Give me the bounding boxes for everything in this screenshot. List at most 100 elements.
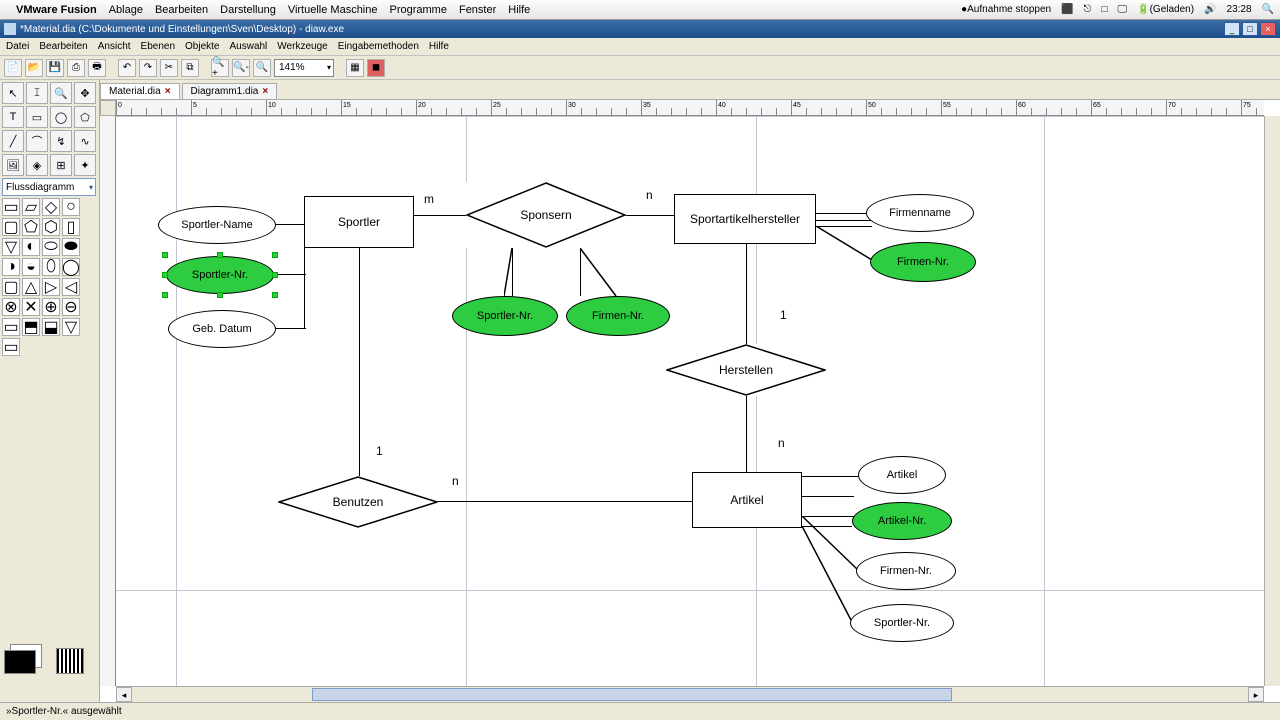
attribute-firmen_nr[interactable]: Firmen-Nr. bbox=[870, 242, 976, 282]
app-menu-item[interactable]: Eingabemethoden bbox=[338, 41, 419, 52]
shape-btn[interactable]: ⬬ bbox=[62, 238, 80, 256]
color-swatch[interactable] bbox=[4, 650, 36, 674]
zoom-tool[interactable]: 🔍 bbox=[50, 82, 72, 104]
scroll-right-button[interactable]: ▸ bbox=[1248, 687, 1264, 702]
shape-btn[interactable]: ◯ bbox=[62, 258, 80, 276]
attribute-rel_firmen_nr[interactable]: Firmen-Nr. bbox=[566, 296, 670, 336]
shape-btn[interactable]: ⬭ bbox=[42, 238, 60, 256]
pointer-tool[interactable]: ↖ bbox=[2, 82, 24, 104]
shape-btn[interactable]: ◁ bbox=[62, 278, 80, 296]
shape-btn[interactable]: ▷ bbox=[42, 278, 60, 296]
shape-btn[interactable]: ▢ bbox=[2, 218, 20, 236]
shape-btn[interactable]: ⬡ bbox=[42, 218, 60, 236]
ellipse-tool[interactable]: ◯ bbox=[50, 106, 72, 128]
attribute-art_artikel[interactable]: Artikel bbox=[858, 456, 946, 494]
menubar-icon[interactable]: ⬛ bbox=[1061, 4, 1073, 15]
menubar-icon[interactable]: ⎋ bbox=[1084, 4, 1092, 15]
tab-diagramm1[interactable]: Diagramm1.dia× bbox=[182, 83, 278, 99]
scroll-thumb[interactable] bbox=[312, 688, 952, 701]
shape-btn[interactable]: ▽ bbox=[2, 238, 20, 256]
tab-material[interactable]: Material.dia× bbox=[100, 83, 180, 99]
zigzag-tool[interactable]: ↯ bbox=[50, 130, 72, 152]
copy-button[interactable]: ⧉ bbox=[181, 59, 199, 77]
shape-btn[interactable]: ◇ bbox=[42, 198, 60, 216]
shape-btn[interactable]: ▯ bbox=[62, 218, 80, 236]
textbox-tool[interactable]: T bbox=[2, 106, 24, 128]
shape-btn[interactable]: ⬯ bbox=[42, 258, 60, 276]
attribute-rel_sportler_nr[interactable]: Sportler-Nr. bbox=[452, 296, 558, 336]
attribute-art_firmen[interactable]: Firmen-Nr. bbox=[856, 552, 956, 590]
app-menu-item[interactable]: Ansicht bbox=[98, 41, 131, 52]
zoomin-button[interactable]: 🔍+ bbox=[211, 59, 229, 77]
mac-menu-item[interactable]: Bearbeiten bbox=[155, 4, 208, 16]
shape-btn[interactable]: ▽ bbox=[62, 318, 80, 336]
shape-btn[interactable]: ⊗ bbox=[2, 298, 20, 316]
image-tool[interactable]: 🖼 bbox=[2, 154, 24, 176]
zoomout-button[interactable]: 🔍- bbox=[232, 59, 250, 77]
shape-btn[interactable]: ◐ bbox=[22, 238, 40, 256]
pan-tool[interactable]: ✥ bbox=[74, 82, 96, 104]
shape-btn[interactable]: ⊖ bbox=[62, 298, 80, 316]
menubar-icon[interactable]: □ bbox=[1101, 4, 1107, 15]
shape-btn[interactable]: ▭ bbox=[2, 338, 20, 356]
record-status[interactable]: ● Aufnahme stoppen bbox=[961, 4, 1051, 15]
mac-menu-item[interactable]: Virtuelle Maschine bbox=[288, 4, 378, 16]
arc-tool[interactable]: ⌒ bbox=[26, 130, 48, 152]
volume-icon[interactable]: 🔊 bbox=[1204, 4, 1216, 15]
vertical-scrollbar[interactable] bbox=[1264, 116, 1280, 686]
close-button[interactable]: × bbox=[1260, 22, 1276, 36]
shapeset-combo[interactable]: Flussdiagramm bbox=[2, 178, 96, 196]
pattern-swatch[interactable] bbox=[56, 648, 84, 674]
shape-btn[interactable]: ▭ bbox=[2, 198, 20, 216]
connection-tool[interactable]: ⊞ bbox=[50, 154, 72, 176]
shape-btn[interactable]: ◑ bbox=[2, 258, 20, 276]
shape-btn[interactable]: △ bbox=[22, 278, 40, 296]
attribute-geb_datum[interactable]: Geb. Datum bbox=[168, 310, 276, 348]
shape-btn[interactable]: ⬓ bbox=[42, 318, 60, 336]
menubar-icon[interactable]: 🖵 bbox=[1118, 4, 1128, 15]
battery-status[interactable]: 🔋 (Geladen) bbox=[1137, 4, 1194, 15]
shape-btn[interactable]: ✕ bbox=[22, 298, 40, 316]
clock[interactable]: 23:28 bbox=[1227, 4, 1252, 15]
close-icon[interactable]: × bbox=[262, 86, 268, 97]
snap-button[interactable]: ◼ bbox=[367, 59, 385, 77]
shape-btn[interactable]: ◒ bbox=[22, 258, 40, 276]
shape-btn[interactable]: ⊕ bbox=[42, 298, 60, 316]
mac-menu-item[interactable]: Ablage bbox=[109, 4, 143, 16]
attribute-art_nr[interactable]: Artikel-Nr. bbox=[852, 502, 952, 540]
cut-button[interactable]: ✂ bbox=[160, 59, 178, 77]
mac-menu-item[interactable]: Hilfe bbox=[508, 4, 530, 16]
saveas-button[interactable]: ⎙ bbox=[67, 59, 85, 77]
attribute-sportler_nr[interactable]: Sportler-Nr. bbox=[166, 256, 274, 294]
mac-menu-item[interactable]: Fenster bbox=[459, 4, 496, 16]
scroll-left-button[interactable]: ◂ bbox=[116, 687, 132, 702]
redo-button[interactable]: ↷ bbox=[139, 59, 157, 77]
shape-btn[interactable]: ⬠ bbox=[22, 218, 40, 236]
shape-btn[interactable]: ○ bbox=[62, 198, 80, 216]
entity-hersteller[interactable]: Sportartikelhersteller bbox=[674, 194, 816, 244]
shape-btn[interactable]: ▢ bbox=[2, 278, 20, 296]
mac-menu-item[interactable]: Programme bbox=[390, 4, 447, 16]
maximize-button[interactable]: □ bbox=[1242, 22, 1258, 36]
attribute-sportler_name[interactable]: Sportler-Name bbox=[158, 206, 276, 244]
minimize-button[interactable]: _ bbox=[1224, 22, 1240, 36]
misc-tool[interactable]: ✦ bbox=[74, 154, 96, 176]
attribute-firmenname[interactable]: Firmenname bbox=[866, 194, 974, 232]
shape-btn[interactable]: ▭ bbox=[2, 318, 20, 336]
grid-button[interactable]: ▦ bbox=[346, 59, 364, 77]
text-tool[interactable]: 𝙸 bbox=[26, 82, 48, 104]
app-menu-item[interactable]: Bearbeiten bbox=[39, 41, 87, 52]
print-button[interactable]: 🖶 bbox=[88, 59, 106, 77]
spotlight-icon[interactable]: 🔍 bbox=[1262, 4, 1274, 15]
zoom-combo[interactable]: 141% bbox=[274, 59, 334, 77]
entity-artikel[interactable]: Artikel bbox=[692, 472, 802, 528]
app-menu-item[interactable]: Objekte bbox=[185, 41, 219, 52]
relationship-sponsern[interactable]: Sponsern bbox=[466, 182, 626, 248]
app-menu-item[interactable]: Datei bbox=[6, 41, 29, 52]
zoom-button[interactable]: 🔍 bbox=[253, 59, 271, 77]
attribute-art_sportler[interactable]: Sportler-Nr. bbox=[850, 604, 954, 642]
app-menu-item[interactable]: Hilfe bbox=[429, 41, 449, 52]
mac-menu-item[interactable]: Darstellung bbox=[220, 4, 276, 16]
relationship-benutzen[interactable]: Benutzen bbox=[278, 476, 438, 528]
outline-tool[interactable]: ◈ bbox=[26, 154, 48, 176]
